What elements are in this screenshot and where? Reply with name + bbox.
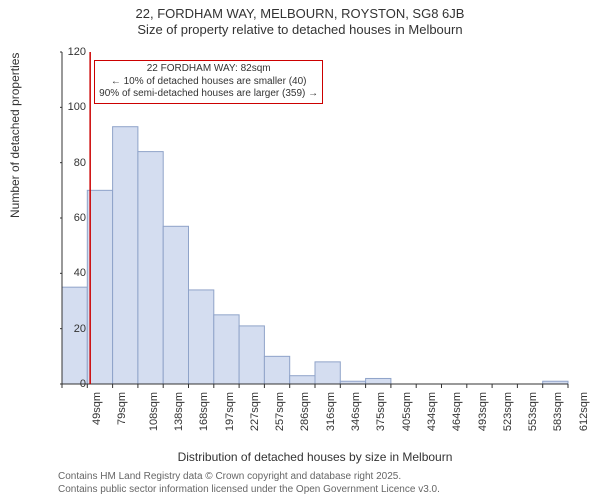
annotation-line-3: 90% of semi-detached houses are larger (… [99, 88, 318, 101]
x-tick-label: 583sqm [553, 392, 565, 431]
x-tick-label: 612sqm [578, 392, 590, 431]
plot-area: 22 FORDHAM WAY: 82sqm ← 10% of detached … [60, 48, 570, 388]
footer-line-1: Contains HM Land Registry data © Crown c… [58, 471, 440, 484]
y-tick-label: 60 [46, 212, 86, 224]
title-line-1: 22, FORDHAM WAY, MELBOURN, ROYSTON, SG8 … [0, 6, 600, 22]
x-tick-label: 375sqm [375, 392, 387, 431]
footer-line-2: Contains public sector information licen… [58, 484, 440, 497]
annotation-line-1: 22 FORDHAM WAY: 82sqm [99, 63, 318, 76]
chart-title-block: 22, FORDHAM WAY, MELBOURN, ROYSTON, SG8 … [0, 0, 600, 37]
x-tick-label: 434sqm [426, 392, 438, 431]
x-tick-label: 108sqm [148, 392, 160, 431]
x-tick-label: 405sqm [401, 392, 413, 431]
x-tick-label: 286sqm [300, 392, 312, 431]
x-tick-label: 227sqm [249, 392, 261, 431]
y-tick-label: 120 [46, 46, 86, 58]
x-tick-label: 49sqm [91, 392, 103, 425]
y-tick-label: 80 [46, 157, 86, 169]
y-tick-label: 100 [46, 101, 86, 113]
y-tick-label: 0 [46, 378, 86, 390]
annotation-box: 22 FORDHAM WAY: 82sqm ← 10% of detached … [94, 60, 323, 104]
x-tick-label: 553sqm [527, 392, 539, 431]
annotation-line-2: ← 10% of detached houses are smaller (40… [99, 76, 318, 89]
x-tick-label: 346sqm [350, 392, 362, 431]
y-tick-label: 20 [46, 323, 86, 335]
x-tick-label: 523sqm [502, 392, 514, 431]
x-tick-label: 257sqm [274, 392, 286, 431]
x-tick-label: 79sqm [116, 392, 128, 425]
x-tick-label: 168sqm [198, 392, 210, 431]
title-line-2: Size of property relative to detached ho… [0, 22, 600, 38]
x-tick-label: 493sqm [477, 392, 489, 431]
x-tick-label: 316sqm [325, 392, 337, 431]
x-axis-label: Distribution of detached houses by size … [60, 450, 570, 464]
y-axis-label: Number of detached properties [8, 53, 22, 218]
x-tick-label: 138sqm [173, 392, 185, 431]
x-tick-label: 197sqm [224, 392, 236, 431]
footer-attribution: Contains HM Land Registry data © Crown c… [58, 471, 440, 496]
x-tick-label: 464sqm [451, 392, 463, 431]
y-tick-label: 40 [46, 267, 86, 279]
